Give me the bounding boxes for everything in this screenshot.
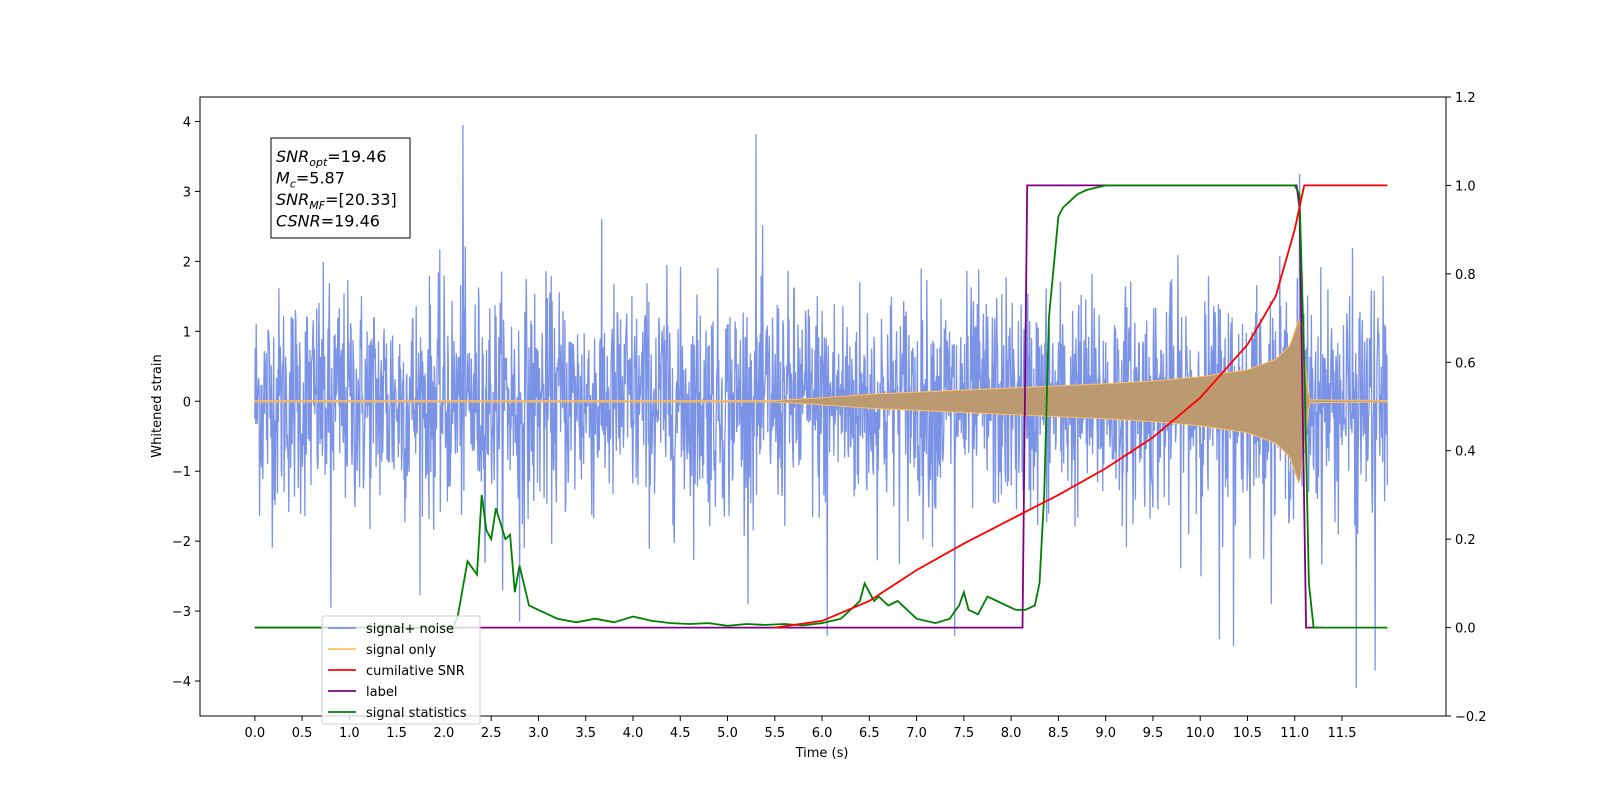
legend: signal+ noise signal only cumilative SNR la…: [321, 615, 481, 725]
series-layer: [254, 124, 1389, 689]
y-right-tick-label: 0.6: [1455, 356, 1476, 371]
x-tick-label: 8.0: [1001, 726, 1022, 741]
plot-frame: [199, 96, 1447, 717]
y-tick-label: −2: [172, 535, 191, 550]
signal-envelope: [254, 318, 1388, 485]
y-right-tick-label: −0.2: [1455, 710, 1487, 725]
x-tick-label: 7.5: [954, 726, 975, 741]
x-axis: 0.0 0.5 1.0 1.5 2.0 2.5 3.0 3.5 4.0 4.5 5.0 5.5 6.0 6…: [244, 716, 1356, 741]
series-line: [254, 184, 1324, 629]
snr-annotation-box: SNRopt=19.46Mc=5.87SNRMF=[20.33]CSNR=19.…: [270, 137, 411, 239]
legend-frame: [321, 615, 481, 725]
series-signal-only: [254, 318, 1388, 485]
x-tick-label: 3.5: [575, 726, 596, 741]
y-right-tick-label: 0.4: [1455, 445, 1476, 460]
y-tick-label: 3: [183, 185, 191, 200]
y-tick-label: 2: [183, 255, 191, 270]
y-tick-label: 4: [183, 115, 191, 130]
y-tick-label: 0: [183, 395, 191, 410]
legend-label: signal statistics: [366, 706, 467, 721]
legend-label: label: [366, 685, 397, 700]
x-tick-label: 10.0: [1186, 726, 1215, 741]
legend-label: signal+ noise: [366, 622, 454, 637]
y-tick-label: −4: [172, 675, 191, 690]
x-tick-label: 9.5: [1143, 726, 1164, 741]
x-tick-label: 0.5: [292, 726, 313, 741]
y-tick-label: −3: [172, 605, 191, 620]
x-tick-label: 5.5: [764, 726, 785, 741]
annotation-line: Mc=5.87: [276, 169, 345, 191]
legend-label: cumilative SNR: [366, 664, 465, 679]
y-tick-label: 1: [183, 325, 191, 340]
series-line: [774, 184, 1388, 629]
x-tick-label: 4.0: [623, 726, 644, 741]
y-right-tick-label: 0.8: [1455, 268, 1476, 283]
x-tick-label: 7.0: [906, 726, 927, 741]
y-axis-label: Whitened strain: [150, 354, 165, 457]
legend-label: signal only: [366, 643, 436, 658]
x-tick-label: 0.0: [244, 726, 265, 741]
x-tick-label: 9.0: [1095, 726, 1116, 741]
y-axis-right: −0.2 0.0 0.2 0.4 0.6 0.8 1.0 1.2: [1446, 91, 1487, 725]
annotation-line: CSNR=19.46: [276, 212, 380, 231]
x-tick-label: 1.0: [339, 726, 360, 741]
x-axis-label: Time (s): [795, 746, 849, 761]
x-tick-label: 11.0: [1280, 726, 1309, 741]
x-tick-label: 3.0: [528, 726, 549, 741]
x-tick-label: 4.5: [670, 726, 691, 741]
y-right-tick-label: 1.2: [1455, 91, 1476, 106]
series-line: [254, 184, 1388, 629]
annotation-line: SNRMF=[20.33]: [276, 190, 397, 212]
series-cumilative-snr: [774, 184, 1388, 629]
series-signal-statistics: [254, 184, 1388, 629]
x-tick-label: 2.5: [481, 726, 502, 741]
y-axis-left: −4 −3 −2 −1 0 1 2 3 4: [172, 115, 200, 690]
y-right-tick-label: 0.0: [1455, 622, 1476, 637]
x-tick-label: 6.5: [859, 726, 880, 741]
series-signal-noise: [254, 124, 1389, 689]
annotation-frame: [270, 137, 411, 239]
x-tick-label: 1.5: [386, 726, 407, 741]
x-tick-label: 10.5: [1233, 726, 1262, 741]
x-tick-label: 6.0: [812, 726, 833, 741]
y-tick-label: −1: [172, 465, 191, 480]
series-label: [254, 184, 1324, 629]
x-tick-label: 5.0: [717, 726, 738, 741]
noise-line: [254, 124, 1389, 689]
x-tick-label: 8.5: [1048, 726, 1069, 741]
y-right-tick-label: 1.0: [1455, 179, 1476, 194]
x-tick-label: 11.5: [1328, 726, 1357, 741]
x-tick-label: 2.0: [434, 726, 455, 741]
annotation-line: SNRopt=19.46: [276, 147, 387, 169]
y-right-tick-label: 0.2: [1455, 533, 1476, 548]
